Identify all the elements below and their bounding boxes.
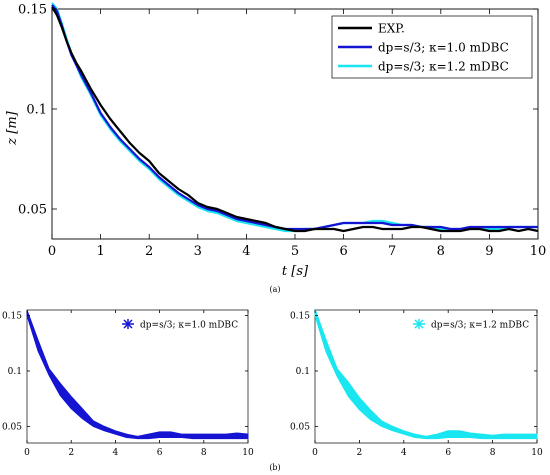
panel-a-label: (a) (269, 285, 280, 294)
legend-marker-stroke (414, 319, 424, 329)
x-tick-label: 5 (291, 244, 299, 259)
y-tick-label: 0.05 (2, 423, 22, 433)
panel-b-left-plot-area (26, 309, 249, 440)
y-tick-label: 0.1 (8, 367, 22, 377)
y-tick-label: 0.1 (26, 103, 47, 118)
series-band-dp-s-3-1-2-mdbc (314, 308, 538, 440)
legend-marker-stroke (123, 319, 133, 329)
x-tick-label: 6 (157, 448, 163, 458)
y-tick-label: 0.15 (290, 312, 310, 322)
panel-b-left-chart: 0 2 4 6 8 10 0.05 0.1 0.15 dp=s/3; κ=1.0 mDBC (2, 309, 254, 458)
y-tick-label: 0.05 (290, 423, 310, 433)
x-tick-label: 2 (357, 448, 363, 458)
panel-b-right-x-ticks: 0 2 4 6 8 10 (312, 310, 543, 458)
legend-label: dp=s/3; κ=1.2 mDBC (431, 321, 529, 331)
x-tick-label: 3 (194, 244, 202, 259)
x-tick-label: 0 (48, 244, 56, 259)
x-tick-label: 10 (242, 448, 254, 458)
panel-b-left-legend: dp=s/3; κ=1.0 mDBC (122, 319, 238, 331)
panel-a-legend: EXP. dp=s/3; κ=1.0 mDBC dp=s/3; κ=1.2 mDBC (331, 15, 533, 79)
x-tick-label: 6 (445, 448, 451, 458)
x-tick-label: 10 (531, 448, 543, 458)
panel-b-left-y-ticks: 0.05 0.1 0.15 (2, 312, 248, 433)
x-tick-label: 1 (96, 244, 104, 259)
x-tick-label: 2 (68, 448, 74, 458)
panel-a-plot-area (51, 2, 539, 233)
y-tick-label: 0.1 (296, 367, 310, 377)
panel-b-right-y-ticks: 0.05 0.1 0.15 (290, 312, 537, 433)
legend-label: dp=s/3; κ=1.2 mDBC (378, 60, 509, 74)
panel-a-chart: 0 1 2 3 4 5 6 7 8 9 10 0.05 0.1 0.15 z [m] t [s] (a)… (5, 2, 546, 294)
x-tick-label: 4 (401, 448, 407, 458)
panel-b-label: (b) (269, 463, 280, 472)
x-tick-label: 0 (24, 448, 30, 458)
panel-b-left-axes-box (26, 309, 249, 444)
x-tick-label: 6 (339, 244, 347, 259)
legend-label: EXP. (378, 22, 405, 36)
x-tick-label: 9 (485, 244, 493, 259)
panel-b-right-plot-area (314, 308, 538, 440)
x-tick-label: 0 (312, 448, 318, 458)
legend-label: dp=s/3; κ=1.0 mDBC (378, 41, 509, 55)
y-tick-label: 0.15 (18, 3, 47, 18)
x-tick-label: 4 (113, 448, 119, 458)
x-tick-label: 10 (530, 244, 547, 259)
series-band-dp-s-3-1-0-mdbc (26, 309, 249, 440)
panel-a-y-axis-label: z [m] (5, 110, 20, 145)
panel-b-right-chart: 0 2 4 6 8 10 0.05 0.1 0.15 dp=s/3; κ=1.2 mDBC (290, 308, 543, 458)
x-tick-label: 8 (201, 448, 207, 458)
x-tick-label: 8 (437, 244, 445, 259)
panel-b-left-x-ticks: 0 2 4 6 8 10 (24, 310, 254, 458)
y-tick-label: 0.05 (18, 203, 47, 218)
panel-a-x-axis-label: t [s] (282, 264, 309, 279)
y-tick-label: 0.15 (2, 312, 22, 322)
panel-a-x-ticks: 0 1 2 3 4 5 6 7 8 9 10 (48, 9, 546, 259)
x-tick-label: 2 (145, 244, 153, 259)
panel-a-y-ticks: 0.05 0.1 0.15 (18, 3, 538, 218)
panel-b-right-axes-box (314, 309, 538, 444)
panel-b-right-legend: dp=s/3; κ=1.2 mDBC (413, 319, 529, 331)
x-tick-label: 7 (388, 244, 396, 259)
x-tick-label: 8 (490, 448, 496, 458)
legend-label: dp=s/3; κ=1.0 mDBC (140, 321, 238, 331)
x-tick-label: 4 (242, 244, 250, 259)
series-line-exp- (51, 6, 539, 233)
